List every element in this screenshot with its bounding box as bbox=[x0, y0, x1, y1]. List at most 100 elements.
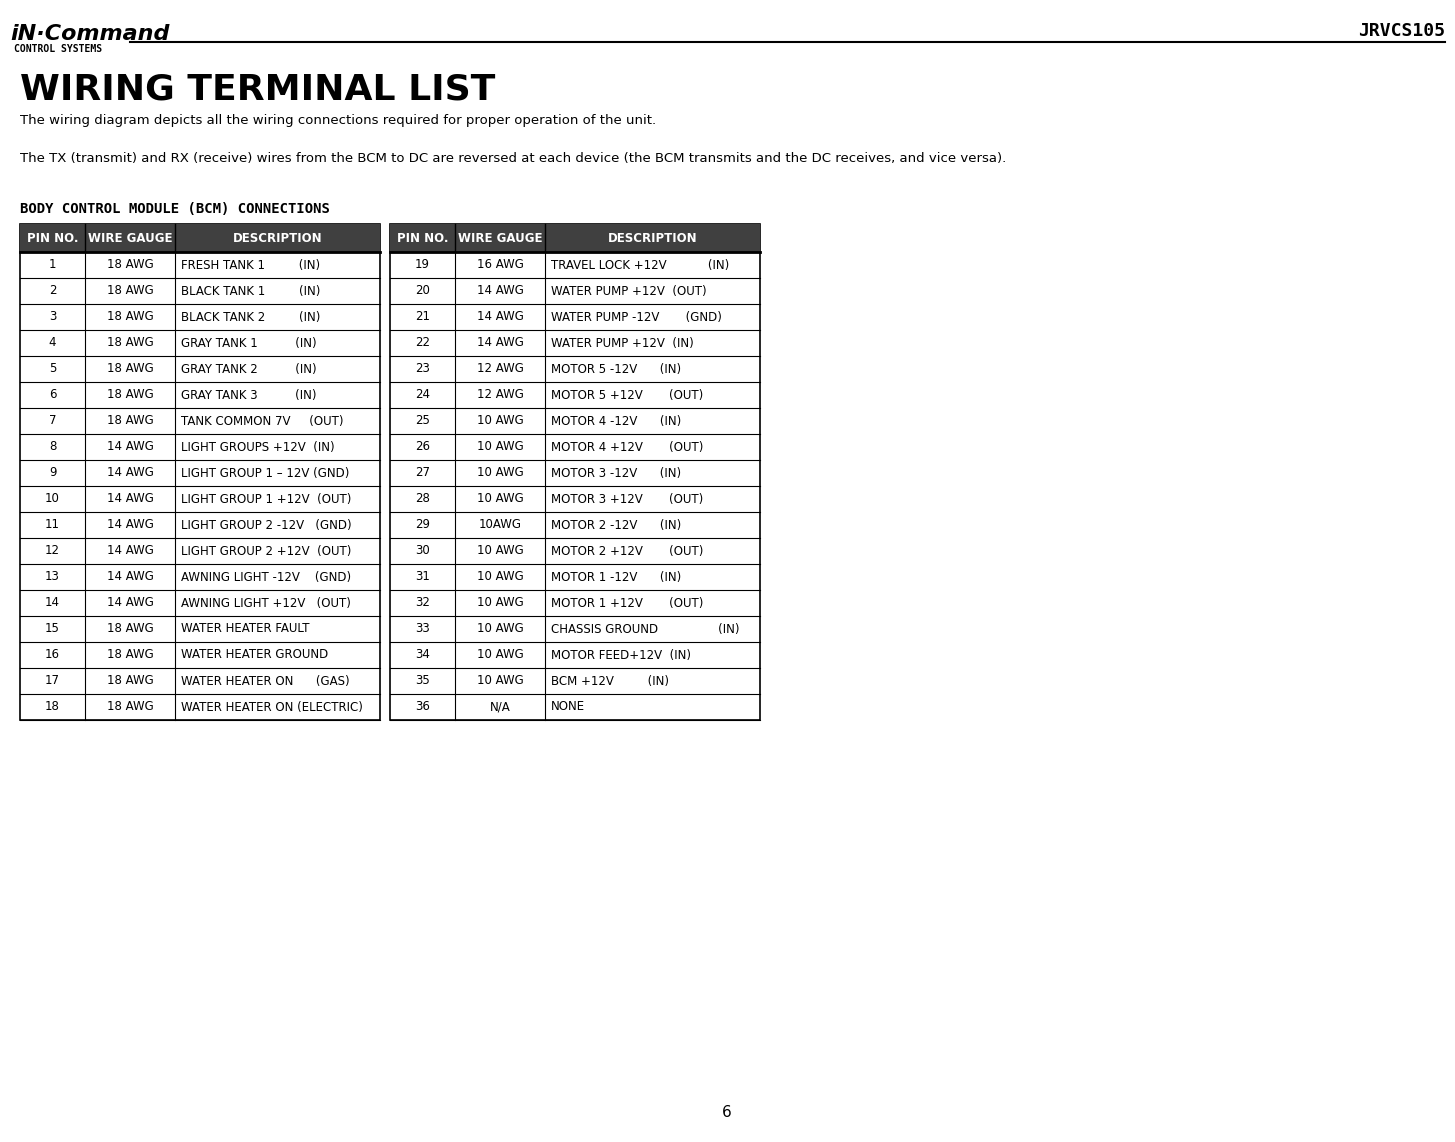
Text: WATER PUMP +12V  (IN): WATER PUMP +12V (IN) bbox=[551, 337, 694, 349]
Text: 16 AWG: 16 AWG bbox=[477, 258, 524, 272]
Text: 12 AWG: 12 AWG bbox=[477, 388, 524, 402]
Bar bbox=[20, 224, 380, 719]
Text: LIGHT GROUPS +12V  (IN): LIGHT GROUPS +12V (IN) bbox=[180, 441, 335, 453]
Text: 3: 3 bbox=[49, 311, 57, 323]
Text: 27: 27 bbox=[415, 466, 431, 480]
Text: 10 AWG: 10 AWG bbox=[477, 492, 524, 506]
Text: 4: 4 bbox=[49, 337, 57, 349]
Text: LIGHT GROUP 2 +12V  (OUT): LIGHT GROUP 2 +12V (OUT) bbox=[180, 545, 351, 557]
Text: 31: 31 bbox=[415, 571, 429, 584]
Text: 19: 19 bbox=[415, 258, 431, 272]
Text: GRAY TANK 1          (IN): GRAY TANK 1 (IN) bbox=[180, 337, 317, 349]
Text: 23: 23 bbox=[415, 362, 429, 376]
Text: 10AWG: 10AWG bbox=[479, 518, 521, 531]
Text: 14 AWG: 14 AWG bbox=[106, 596, 153, 610]
Text: MOTOR 3 +12V       (OUT): MOTOR 3 +12V (OUT) bbox=[551, 492, 703, 506]
Text: 14: 14 bbox=[45, 596, 60, 610]
Text: 10 AWG: 10 AWG bbox=[477, 441, 524, 453]
Text: TRAVEL LOCK +12V           (IN): TRAVEL LOCK +12V (IN) bbox=[551, 258, 729, 272]
Text: 12 AWG: 12 AWG bbox=[477, 362, 524, 376]
Text: AWNING LIGHT +12V   (OUT): AWNING LIGHT +12V (OUT) bbox=[180, 596, 351, 610]
Text: 10 AWG: 10 AWG bbox=[477, 545, 524, 557]
Text: 18 AWG: 18 AWG bbox=[106, 388, 153, 402]
Text: 6: 6 bbox=[49, 388, 57, 402]
Text: 34: 34 bbox=[415, 649, 429, 661]
Text: 14 AWG: 14 AWG bbox=[106, 441, 153, 453]
Text: 18 AWG: 18 AWG bbox=[106, 675, 153, 687]
Text: 18 AWG: 18 AWG bbox=[106, 415, 153, 427]
Text: 10 AWG: 10 AWG bbox=[477, 571, 524, 584]
Text: WATER PUMP +12V  (OUT): WATER PUMP +12V (OUT) bbox=[551, 284, 707, 298]
Text: 14 AWG: 14 AWG bbox=[106, 492, 153, 506]
Text: MOTOR FEED+12V  (IN): MOTOR FEED+12V (IN) bbox=[551, 649, 691, 661]
Text: 16: 16 bbox=[45, 649, 60, 661]
Text: 28: 28 bbox=[415, 492, 429, 506]
Text: The wiring diagram depicts all the wiring connections required for proper operat: The wiring diagram depicts all the wirin… bbox=[20, 114, 656, 127]
Text: 25: 25 bbox=[415, 415, 429, 427]
Text: CHASSIS GROUND                (IN): CHASSIS GROUND (IN) bbox=[551, 622, 739, 635]
Text: DESCRIPTION: DESCRIPTION bbox=[608, 232, 697, 244]
Text: LIGHT GROUP 1 – 12V (GND): LIGHT GROUP 1 – 12V (GND) bbox=[180, 466, 349, 480]
Text: WATER PUMP -12V       (GND): WATER PUMP -12V (GND) bbox=[551, 311, 722, 323]
Text: 10 AWG: 10 AWG bbox=[477, 596, 524, 610]
Text: 13: 13 bbox=[45, 571, 60, 584]
Text: MOTOR 3 -12V      (IN): MOTOR 3 -12V (IN) bbox=[551, 466, 681, 480]
Text: 15: 15 bbox=[45, 622, 60, 635]
Text: MOTOR 4 -12V      (IN): MOTOR 4 -12V (IN) bbox=[551, 415, 681, 427]
Text: 18 AWG: 18 AWG bbox=[106, 362, 153, 376]
Text: 24: 24 bbox=[415, 388, 431, 402]
Text: 20: 20 bbox=[415, 284, 429, 298]
Text: 18: 18 bbox=[45, 700, 60, 714]
Text: 14 AWG: 14 AWG bbox=[106, 466, 153, 480]
Text: LIGHT GROUP 2 -12V   (GND): LIGHT GROUP 2 -12V (GND) bbox=[180, 518, 352, 531]
Text: WIRE GAUGE: WIRE GAUGE bbox=[87, 232, 172, 244]
Text: 10: 10 bbox=[45, 492, 60, 506]
Text: MOTOR 5 +12V       (OUT): MOTOR 5 +12V (OUT) bbox=[551, 388, 703, 402]
Bar bbox=[390, 224, 760, 252]
Text: 29: 29 bbox=[415, 518, 431, 531]
Text: MOTOR 2 -12V      (IN): MOTOR 2 -12V (IN) bbox=[551, 518, 681, 531]
Text: 10 AWG: 10 AWG bbox=[477, 675, 524, 687]
Text: LIGHT GROUP 1 +12V  (OUT): LIGHT GROUP 1 +12V (OUT) bbox=[180, 492, 351, 506]
Text: 10 AWG: 10 AWG bbox=[477, 466, 524, 480]
Text: 7: 7 bbox=[49, 415, 57, 427]
Text: 17: 17 bbox=[45, 675, 60, 687]
Text: MOTOR 2 +12V       (OUT): MOTOR 2 +12V (OUT) bbox=[551, 545, 703, 557]
Text: iN·Command: iN·Command bbox=[10, 24, 169, 45]
Text: 21: 21 bbox=[415, 311, 431, 323]
Text: BLACK TANK 1         (IN): BLACK TANK 1 (IN) bbox=[180, 284, 320, 298]
Text: 10 AWG: 10 AWG bbox=[477, 622, 524, 635]
Text: 18 AWG: 18 AWG bbox=[106, 337, 153, 349]
Text: 18 AWG: 18 AWG bbox=[106, 284, 153, 298]
Text: 12: 12 bbox=[45, 545, 60, 557]
Text: TANK COMMON 7V     (OUT): TANK COMMON 7V (OUT) bbox=[180, 415, 343, 427]
Text: BCM +12V         (IN): BCM +12V (IN) bbox=[551, 675, 669, 687]
Text: 18 AWG: 18 AWG bbox=[106, 700, 153, 714]
Text: MOTOR 1 +12V       (OUT): MOTOR 1 +12V (OUT) bbox=[551, 596, 703, 610]
Text: BODY CONTROL MODULE (BCM) CONNECTIONS: BODY CONTROL MODULE (BCM) CONNECTIONS bbox=[20, 202, 330, 216]
Text: FRESH TANK 1         (IN): FRESH TANK 1 (IN) bbox=[180, 258, 320, 272]
Text: MOTOR 1 -12V      (IN): MOTOR 1 -12V (IN) bbox=[551, 571, 681, 584]
Text: 33: 33 bbox=[415, 622, 429, 635]
Text: 8: 8 bbox=[49, 441, 57, 453]
Text: DESCRIPTION: DESCRIPTION bbox=[233, 232, 323, 244]
Text: WIRE GAUGE: WIRE GAUGE bbox=[458, 232, 543, 244]
Text: 35: 35 bbox=[415, 675, 429, 687]
Text: WATER HEATER ON      (GAS): WATER HEATER ON (GAS) bbox=[180, 675, 349, 687]
Text: 14 AWG: 14 AWG bbox=[477, 337, 524, 349]
Text: WATER HEATER GROUND: WATER HEATER GROUND bbox=[180, 649, 329, 661]
Text: The TX (transmit) and RX (receive) wires from the BCM to DC are reversed at each: The TX (transmit) and RX (receive) wires… bbox=[20, 152, 1007, 164]
Text: BLACK TANK 2         (IN): BLACK TANK 2 (IN) bbox=[180, 311, 320, 323]
Text: 32: 32 bbox=[415, 596, 429, 610]
Text: GRAY TANK 3          (IN): GRAY TANK 3 (IN) bbox=[180, 388, 317, 402]
Text: 5: 5 bbox=[49, 362, 57, 376]
Text: 18 AWG: 18 AWG bbox=[106, 622, 153, 635]
Text: 9: 9 bbox=[49, 466, 57, 480]
Text: 14 AWG: 14 AWG bbox=[477, 311, 524, 323]
Text: 18 AWG: 18 AWG bbox=[106, 649, 153, 661]
Text: NONE: NONE bbox=[551, 700, 585, 714]
Text: MOTOR 4 +12V       (OUT): MOTOR 4 +12V (OUT) bbox=[551, 441, 703, 453]
Text: 14 AWG: 14 AWG bbox=[106, 571, 153, 584]
Bar bbox=[390, 224, 760, 719]
Text: 11: 11 bbox=[45, 518, 60, 531]
